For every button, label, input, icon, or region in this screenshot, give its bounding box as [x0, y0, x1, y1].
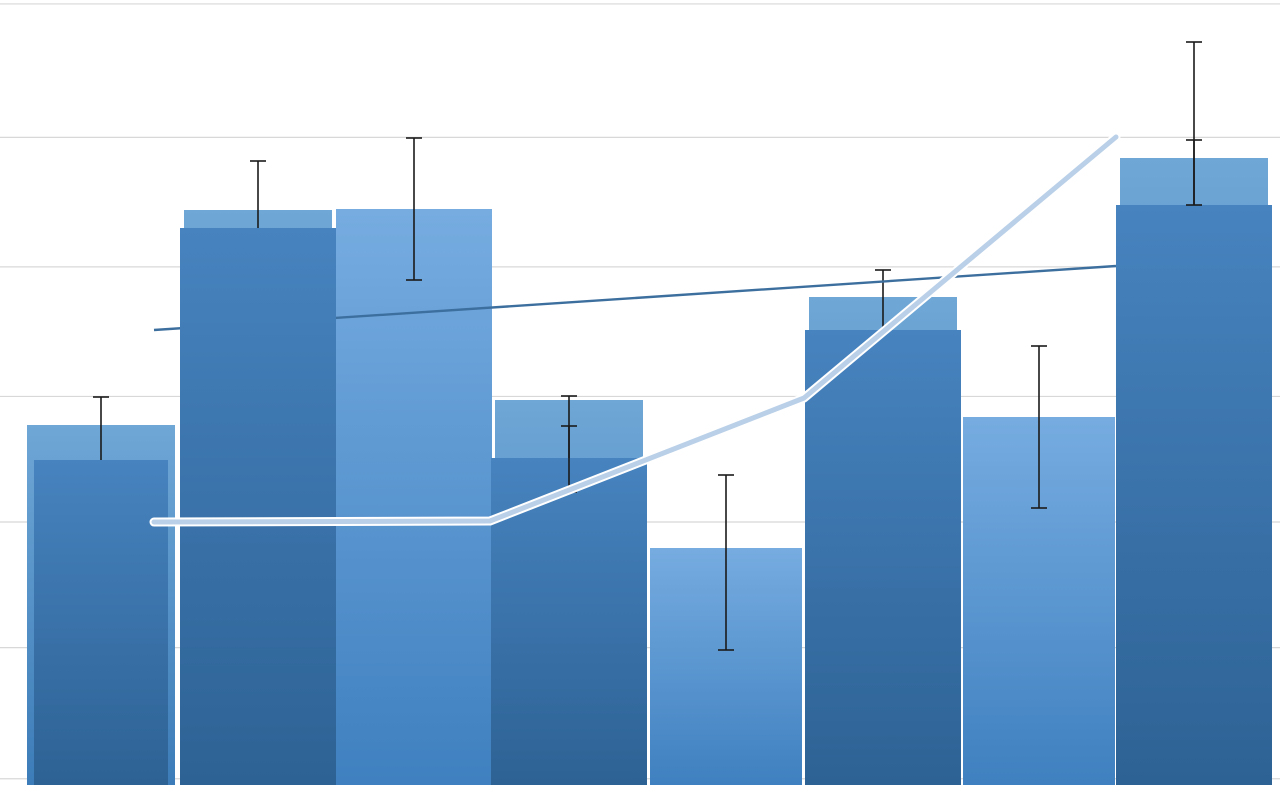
- chart-svg: [0, 0, 1280, 785]
- bar-front-0: [34, 460, 168, 785]
- bar-front-1: [180, 228, 336, 785]
- bar-line-chart: [0, 0, 1280, 785]
- bar-back-2: [336, 209, 492, 785]
- bar-front-5: [805, 330, 961, 785]
- bar-front-7: [1116, 205, 1272, 785]
